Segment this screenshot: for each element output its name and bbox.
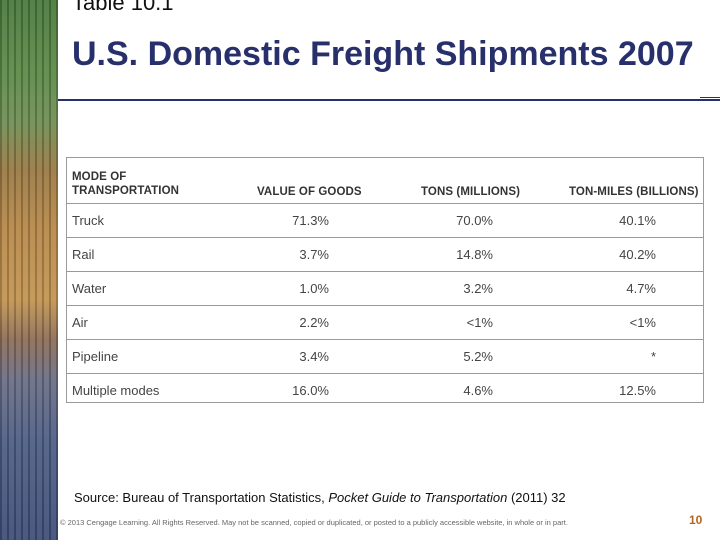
cell-tons: 14.8% <box>456 247 493 262</box>
table-row: Multiple modes 16.0% 4.6% 12.5% <box>67 374 703 406</box>
table-row: Air 2.2% <1% <1% <box>67 306 703 340</box>
table-label: Table 10.1 <box>72 0 174 15</box>
cell-mode: Multiple modes <box>72 383 160 398</box>
cell-value: 16.0% <box>292 383 329 398</box>
freight-table: MODE OF TRANSPORTATION VALUE OF GOODS TO… <box>66 157 704 403</box>
cell-ton-miles: 40.2% <box>619 247 656 262</box>
cell-value: 3.7% <box>299 247 329 262</box>
header-tons: TONS (MILLIONS) <box>421 186 521 198</box>
cell-ton-miles: 4.7% <box>626 281 656 296</box>
table-row: Rail 3.7% 14.8% 40.2% <box>67 238 703 272</box>
cell-tons: 5.2% <box>463 349 493 364</box>
cell-ton-miles: 40.1% <box>619 213 656 228</box>
cell-mode: Truck <box>72 213 105 228</box>
cell-mode: Pipeline <box>72 349 119 364</box>
slide-background <box>58 0 720 540</box>
copyright-notice: © 2013 Cengage Learning. All Rights Rese… <box>60 518 568 527</box>
header-ton-miles: TON-MILES (BILLIONS) <box>569 186 699 198</box>
header-mode-line1: MODE OF <box>72 171 127 183</box>
cell-mode: Water <box>72 281 107 296</box>
source-title: Pocket Guide to Transportation <box>328 490 508 505</box>
cell-value: 3.4% <box>299 349 329 364</box>
cell-ton-miles: 12.5% <box>619 383 656 398</box>
title-divider-end <box>700 97 720 98</box>
slide-title: U.S. Domestic Freight Shipments 2007 <box>72 35 694 73</box>
cell-ton-miles: <1% <box>629 315 656 330</box>
cell-mode: Rail <box>72 247 95 262</box>
cell-mode: Air <box>72 315 88 330</box>
cell-value: 71.3% <box>292 213 329 228</box>
header-value: VALUE OF GOODS <box>257 186 362 198</box>
cell-tons: 70.0% <box>456 213 493 228</box>
source-citation: Source: Bureau of Transportation Statist… <box>74 490 566 505</box>
table-row: Water 1.0% 3.2% 4.7% <box>67 272 703 306</box>
source-suffix: (2011) 32 <box>507 490 566 505</box>
table-body: Truck 71.3% 70.0% 40.1% Rail 3.7% 14.8% … <box>67 204 703 406</box>
table-row: Truck 71.3% 70.0% 40.1% <box>67 204 703 238</box>
table-header-row: MODE OF TRANSPORTATION VALUE OF GOODS TO… <box>67 158 703 204</box>
table-row: Pipeline 3.4% 5.2% * <box>67 340 703 374</box>
source-prefix: Source: Bureau of Transportation Statist… <box>74 490 329 505</box>
page-number: 10 <box>689 513 703 527</box>
cell-tons: <1% <box>466 315 493 330</box>
cell-tons: 3.2% <box>463 281 493 296</box>
cell-tons: 4.6% <box>463 383 493 398</box>
header-mode-line2: TRANSPORTATION <box>72 185 180 197</box>
header-mode: MODE OF TRANSPORTATION <box>72 170 202 198</box>
cell-value: 2.2% <box>299 315 329 330</box>
container-photo-strip <box>0 0 58 540</box>
cell-value: 1.0% <box>299 281 329 296</box>
cell-ton-miles: * <box>650 349 656 364</box>
title-divider <box>58 99 720 101</box>
